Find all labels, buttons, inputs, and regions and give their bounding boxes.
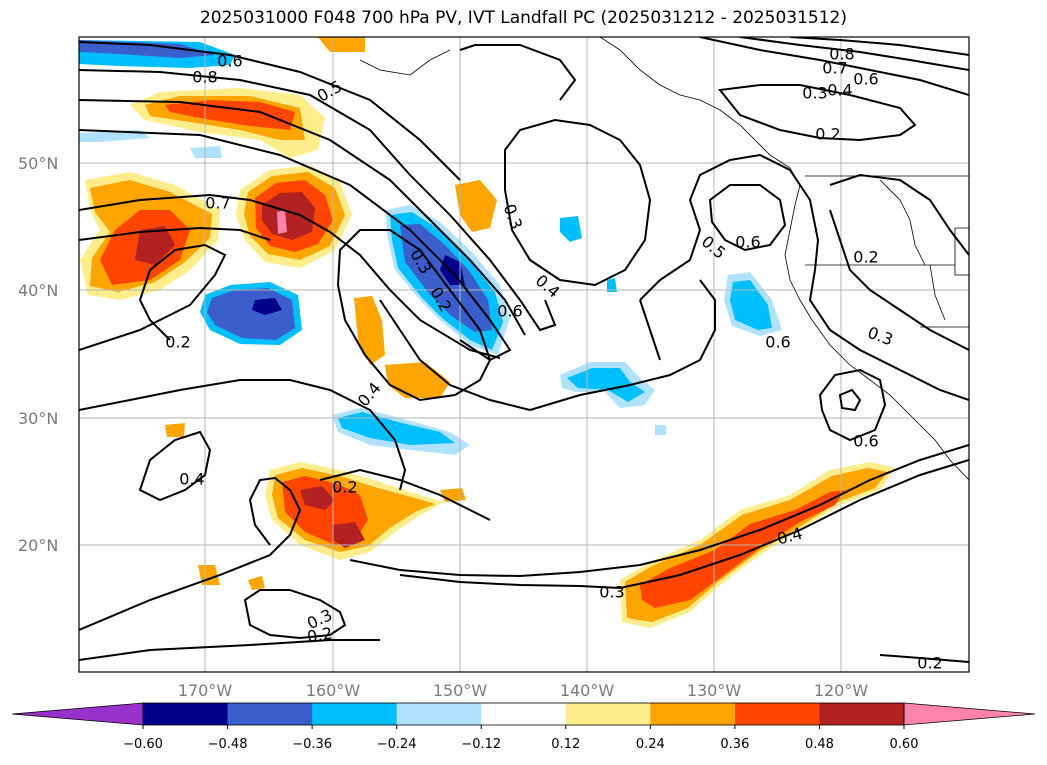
contour-label: 0.6: [735, 233, 760, 252]
graticule: [79, 37, 969, 672]
lon-label-150w: 150°W: [433, 681, 488, 700]
map-title: 2025031000 F048 700 hPa PV, IVT Landfall…: [199, 8, 847, 28]
lat-label-20n: 20°N: [18, 536, 58, 555]
colorbar-segment: [650, 703, 736, 725]
contour-label: 0.2: [815, 125, 840, 144]
contour-label: 0.6: [217, 52, 242, 71]
map-frame: [78, 36, 970, 673]
contour-label: 0.6: [853, 432, 878, 451]
contour-label: 0.6: [853, 70, 878, 89]
colorbar-tick-label: −0.60: [123, 737, 163, 752]
colorbar-tick-label: −0.24: [377, 737, 417, 752]
contour-label: 0.2: [332, 478, 357, 497]
contour-label: 0.2: [165, 333, 190, 352]
colorbar-extend-high: [903, 702, 1036, 726]
contour-label: 0.6: [497, 302, 522, 321]
lon-label-160w: 160°W: [306, 681, 361, 700]
colorbar-tick-label: 0.36: [720, 737, 749, 752]
lon-label-120w: 120°W: [814, 681, 869, 700]
contour-label: 0.2: [306, 623, 334, 646]
colorbar-tick-label: 0.12: [551, 737, 580, 752]
colorbar-segment: [143, 703, 229, 725]
colorbar-segment: [819, 703, 905, 725]
colorbar-tick-label: −0.12: [461, 737, 501, 752]
contour-label: 0.2: [853, 248, 878, 267]
contour-lines: [79, 37, 969, 663]
colorbar-extend-low: [11, 702, 144, 726]
colorbar-segment: [396, 703, 482, 725]
contour-label: 0.7: [205, 194, 230, 213]
lat-label-40n: 40°N: [18, 281, 58, 300]
contour-label: 0.2: [917, 654, 942, 673]
lon-label-170w: 170°W: [178, 681, 233, 700]
contour-label: 0.6: [765, 333, 790, 352]
contour-label: 0.3: [599, 583, 624, 602]
colorbar-segment: [312, 703, 398, 725]
colorbar-tick-label: 0.60: [890, 737, 919, 752]
colorbar-tick-label: 0.24: [636, 737, 665, 752]
lat-label-50n: 50°N: [18, 154, 58, 173]
latitude-labels: 50°N 40°N 30°N 20°N: [18, 154, 58, 555]
contour-label: 0.4: [827, 81, 852, 100]
colorbar-segment: [734, 703, 820, 725]
coastline: [359, 37, 969, 481]
contour-label: 0.4: [179, 470, 204, 489]
lon-label-140w: 140°W: [560, 681, 615, 700]
colorbar-tick-label: 0.48: [805, 737, 834, 752]
colorbar-segment: [227, 703, 313, 725]
colorbar-segment: [565, 703, 651, 725]
contour-label: 0.8: [829, 45, 854, 64]
contour-label: 0.7: [822, 59, 847, 78]
contour-label: 0.8: [192, 68, 217, 87]
colorbar-outline: [142, 702, 905, 726]
lon-label-130w: 130°W: [687, 681, 742, 700]
colorbar-tick-label: −0.48: [208, 737, 248, 752]
colorbar: −0.60 −0.48 −0.36 −0.24 −0.12 0.12 0.24 0.36 0.4…: [11, 702, 1036, 752]
lat-label-30n: 30°N: [18, 409, 58, 428]
colorbar-tick-label: −0.36: [292, 737, 332, 752]
colorbar-segment: [481, 703, 567, 725]
contour-label: 0.3: [802, 84, 827, 103]
longitude-labels: 170°W 160°W 150°W 140°W 130°W 120°W: [178, 681, 869, 700]
